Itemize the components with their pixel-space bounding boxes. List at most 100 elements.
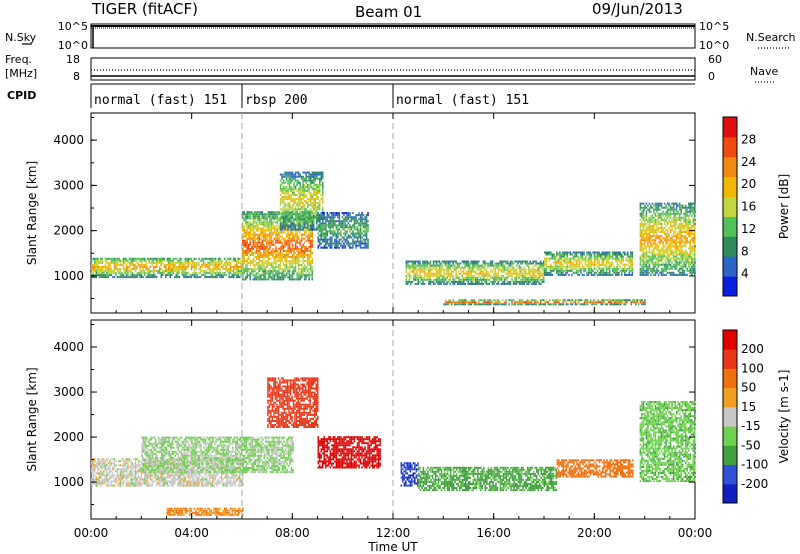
heatmap-cell: [297, 266, 300, 269]
heatmap-cell: [317, 212, 319, 215]
heatmap-cell: [461, 282, 463, 285]
heatmap-cell: [97, 270, 99, 272]
heatmap-cell: [202, 272, 205, 274]
heatmap-cell: [279, 245, 282, 248]
heatmap-cell: [261, 223, 264, 226]
heatmap-cell: [647, 271, 649, 274]
heatmap-cell: [311, 215, 313, 218]
heatmap-cell: [329, 224, 332, 227]
heatmap-cell: [257, 276, 259, 279]
heatmap-cell: [505, 272, 507, 275]
heatmap-cell: [650, 229, 652, 232]
heatmap-cell: [586, 265, 588, 268]
heatmap-cell: [365, 218, 368, 221]
heatmap-cell: [294, 177, 297, 180]
heatmap-cell: [420, 264, 423, 267]
heatmap-cell: [282, 210, 285, 213]
heatmap-cell: [566, 255, 569, 258]
heatmap-cell: [285, 218, 288, 221]
heatmap-cell: [273, 213, 276, 216]
heatmap-cell: [335, 228, 338, 231]
heatmap-cell: [565, 271, 567, 274]
heatmap-cell: [650, 255, 652, 258]
heatmap-cell: [429, 282, 432, 285]
heatmap-cell: [248, 258, 250, 260]
heatmap-cells: [91, 171, 696, 306]
heatmap-cell: [605, 263, 608, 266]
heatmap-cell: [538, 268, 540, 271]
heatmap-cell: [458, 266, 460, 269]
heatmap-cell: [319, 242, 321, 245]
heatmap-cell: [313, 214, 315, 217]
heatmap-cell: [639, 223, 642, 225]
heatmap-cell: [124, 276, 126, 279]
heatmap-cell: [446, 274, 448, 277]
heatmap-cell: [186, 268, 188, 270]
heatmap-cell: [278, 225, 280, 228]
heatmap-cell: [653, 210, 655, 213]
heatmap-cell: [282, 192, 285, 194]
heatmap-cell: [663, 269, 666, 272]
heatmap-cell: [463, 266, 465, 269]
heatmap-cell: [264, 213, 267, 216]
heatmap-cell: [639, 261, 642, 264]
heatmap-cell: [586, 273, 588, 276]
heatmap-cell: [139, 263, 141, 266]
heatmap-cell: [293, 202, 295, 205]
heatmap-cell: [607, 267, 609, 270]
heatmap-cell: [294, 239, 297, 242]
heatmap-cell: [411, 264, 414, 267]
heatmap-cell: [309, 268, 312, 271]
heatmap-cell: [151, 263, 153, 266]
heatmap-cell: [285, 256, 288, 258]
heatmap-cell: [281, 212, 283, 215]
heatmap-cell: [284, 196, 286, 198]
heatmap-cell: [338, 238, 341, 241]
heatmap-cell: [139, 257, 141, 260]
heatmap-cell: [317, 171, 319, 174]
heatmap-cell: [299, 222, 301, 225]
heatmap-cell: [639, 269, 642, 272]
heatmap-cell: [349, 244, 351, 247]
heatmap-cell: [337, 232, 339, 235]
heatmap-cell: [335, 224, 338, 227]
heatmap-cell: [540, 264, 542, 267]
heatmap-cell: [163, 272, 165, 274]
heatmap-cell: [512, 280, 515, 283]
heatmap-cell: [300, 175, 303, 178]
heatmap-cell: [611, 251, 614, 254]
heatmap-cell: [258, 278, 261, 281]
heatmap-cell: [146, 272, 149, 274]
heatmap-cell: [309, 274, 312, 277]
heatmap-cell: [278, 268, 280, 271]
heatmap-cell: [651, 261, 654, 264]
heatmap-cell: [305, 231, 307, 234]
heatmap-cell: [414, 272, 417, 275]
heatmap-cell: [322, 187, 324, 190]
heatmap-cell: [654, 231, 657, 234]
heatmap-cell: [237, 272, 239, 274]
heatmap-cell: [308, 272, 310, 275]
heatmap-cell: [169, 259, 171, 262]
heatmap-cell: [266, 272, 268, 275]
heatmap-cell: [246, 247, 248, 250]
heatmap-cell: [171, 274, 173, 277]
heatmap-cell: [662, 253, 664, 256]
heatmap-cell: [653, 235, 655, 238]
heatmap-cell: [260, 237, 262, 240]
heatmap-cell: [154, 270, 156, 272]
heatmap-cell: [110, 268, 113, 270]
heatmap-cell: [506, 270, 509, 273]
heatmap-cell: [346, 242, 348, 245]
heatmap-cell: [551, 253, 553, 256]
heatmap-cell: [228, 261, 230, 264]
heatmap-cell: [288, 173, 291, 176]
heatmap-cell: [320, 183, 322, 186]
heatmap-cell: [249, 221, 251, 224]
heatmap-cell: [152, 265, 155, 268]
heatmap-cell: [285, 274, 288, 277]
heatmap-cell: [408, 280, 411, 283]
heatmap-cell: [186, 272, 188, 274]
heatmap-cell: [660, 273, 663, 276]
heatmap-cell: [308, 212, 310, 215]
